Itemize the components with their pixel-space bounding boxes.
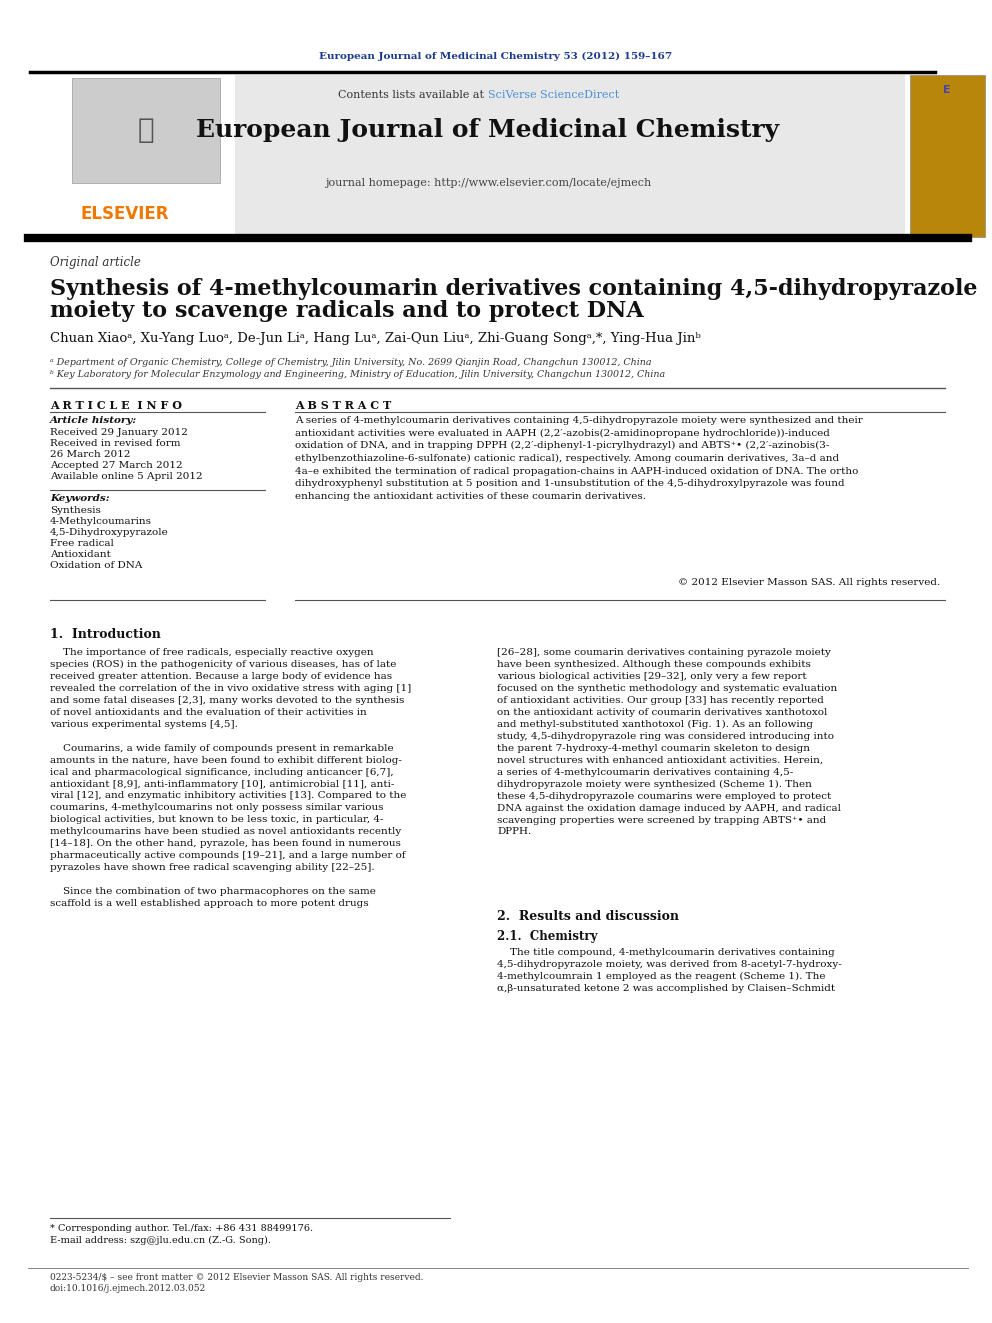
- Text: Contents lists available at: Contents lists available at: [338, 90, 488, 101]
- Text: European Journal of Medicinal Chemistry: European Journal of Medicinal Chemistry: [196, 118, 780, 142]
- Text: The importance of free radicals, especially reactive oxygen
species (ROS) in the: The importance of free radicals, especia…: [50, 648, 412, 908]
- Text: Original article: Original article: [50, 255, 141, 269]
- Text: Antioxidant: Antioxidant: [50, 550, 111, 560]
- Text: E: E: [943, 85, 950, 95]
- Text: A R T I C L E  I N F O: A R T I C L E I N F O: [50, 400, 182, 411]
- Text: © 2012 Elsevier Masson SAS. All rights reserved.: © 2012 Elsevier Masson SAS. All rights r…: [678, 578, 940, 587]
- Text: 26 March 2012: 26 March 2012: [50, 450, 131, 459]
- Text: Chuan Xiaoᵃ, Xu-Yang Luoᵃ, De-Jun Liᵃ, Hang Luᵃ, Zai-Qun Liuᵃ, Zhi-Guang Songᵃ,*: Chuan Xiaoᵃ, Xu-Yang Luoᵃ, De-Jun Liᵃ, H…: [50, 332, 700, 345]
- Text: Free radical: Free radical: [50, 538, 114, 548]
- Text: journal homepage: http://www.elsevier.com/locate/ejmech: journal homepage: http://www.elsevier.co…: [324, 179, 651, 188]
- Text: doi:10.1016/j.ejmech.2012.03.052: doi:10.1016/j.ejmech.2012.03.052: [50, 1285, 206, 1293]
- Text: The title compound, 4-methylcoumarin derivatives containing
4,5-dihydropyrazole : The title compound, 4-methylcoumarin der…: [497, 949, 842, 994]
- Text: Oxidation of DNA: Oxidation of DNA: [50, 561, 143, 570]
- Text: Available online 5 April 2012: Available online 5 April 2012: [50, 472, 202, 482]
- Text: Received in revised form: Received in revised form: [50, 439, 181, 448]
- Text: ᵇ Key Laboratory for Molecular Enzymology and Engineering, Ministry of Education: ᵇ Key Laboratory for Molecular Enzymolog…: [50, 370, 665, 378]
- Text: moiety to scavenge radicals and to protect DNA: moiety to scavenge radicals and to prote…: [50, 300, 644, 321]
- Text: 1.  Introduction: 1. Introduction: [50, 628, 161, 642]
- FancyBboxPatch shape: [65, 75, 905, 237]
- Text: Article history:: Article history:: [50, 415, 137, 425]
- Text: A B S T R A C T: A B S T R A C T: [295, 400, 391, 411]
- Text: 2.  Results and discussion: 2. Results and discussion: [497, 910, 679, 923]
- Text: 2.1.  Chemistry: 2.1. Chemistry: [497, 930, 597, 943]
- FancyBboxPatch shape: [72, 78, 220, 183]
- Text: [26–28], some coumarin derivatives containing pyrazole moiety
have been synthesi: [26–28], some coumarin derivatives conta…: [497, 648, 841, 836]
- Text: SciVerse ScienceDirect: SciVerse ScienceDirect: [488, 90, 619, 101]
- Text: 4,5-Dihydroxypyrazole: 4,5-Dihydroxypyrazole: [50, 528, 169, 537]
- Text: Synthesis: Synthesis: [50, 505, 101, 515]
- Text: 4-Methylcoumarins: 4-Methylcoumarins: [50, 517, 152, 527]
- Text: 🌳: 🌳: [138, 116, 155, 144]
- Text: 0223-5234/$ – see front matter © 2012 Elsevier Masson SAS. All rights reserved.: 0223-5234/$ – see front matter © 2012 El…: [50, 1273, 424, 1282]
- Text: Keywords:: Keywords:: [50, 493, 110, 503]
- Text: ELSEVIER: ELSEVIER: [80, 205, 169, 224]
- Text: Accepted 27 March 2012: Accepted 27 March 2012: [50, 460, 183, 470]
- Text: Synthesis of 4-methylcoumarin derivatives containing 4,5-dihydropyrazole: Synthesis of 4-methylcoumarin derivative…: [50, 278, 977, 300]
- Text: ᵃ Department of Organic Chemistry, College of Chemistry, Jilin University, No. 2: ᵃ Department of Organic Chemistry, Colle…: [50, 359, 652, 366]
- FancyBboxPatch shape: [910, 75, 985, 237]
- Text: E-mail address: szg@jlu.edu.cn (Z.-G. Song).: E-mail address: szg@jlu.edu.cn (Z.-G. So…: [50, 1236, 271, 1245]
- FancyBboxPatch shape: [65, 75, 235, 237]
- Text: Received 29 January 2012: Received 29 January 2012: [50, 429, 187, 437]
- Text: European Journal of Medicinal Chemistry 53 (2012) 159–167: European Journal of Medicinal Chemistry …: [319, 52, 673, 61]
- Text: * Corresponding author. Tel./fax: +86 431 88499176.: * Corresponding author. Tel./fax: +86 43…: [50, 1224, 313, 1233]
- Text: A series of 4-methylcoumarin derivatives containing 4,5-dihydropyrazole moiety w: A series of 4-methylcoumarin derivatives…: [295, 415, 863, 500]
